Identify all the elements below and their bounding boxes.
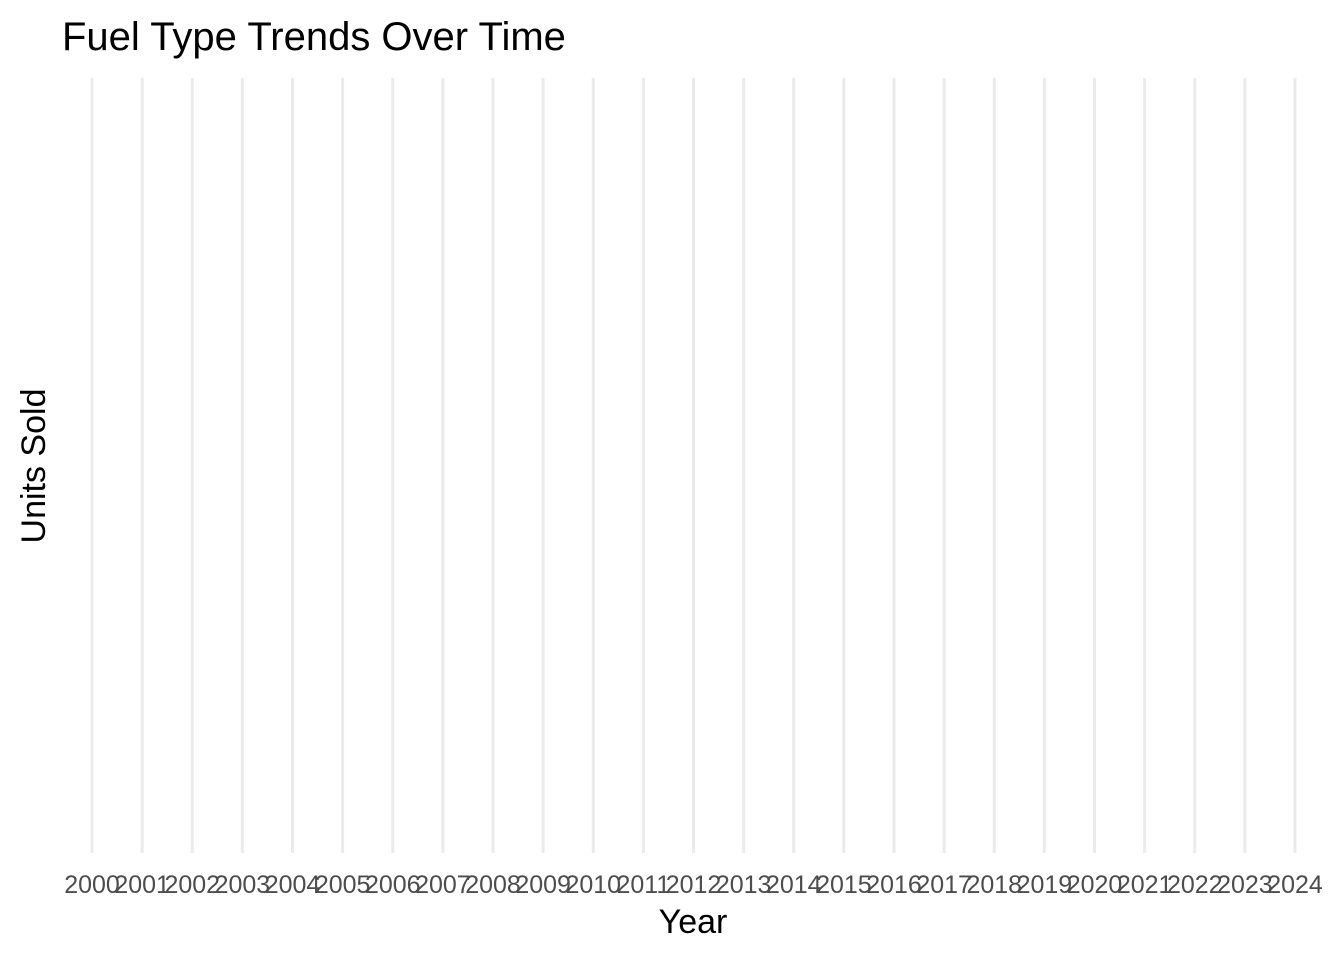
x-tick-label: 2016 xyxy=(866,871,922,899)
x-tick-label: 2015 xyxy=(816,871,872,899)
x-tick-label: 2012 xyxy=(666,871,722,899)
x-tick-label: 2013 xyxy=(716,871,772,899)
x-tick-label: 2008 xyxy=(465,871,521,899)
x-tick-labels: 2000200120022003200420052006200720082009… xyxy=(64,871,1323,899)
x-tick-label: 2023 xyxy=(1217,871,1273,899)
x-tick-label: 2021 xyxy=(1117,871,1173,899)
x-tick-label: 2019 xyxy=(1017,871,1073,899)
x-tick-label: 2007 xyxy=(415,871,471,899)
x-tick-label: 2005 xyxy=(315,871,371,899)
x-tick-label: 2009 xyxy=(515,871,571,899)
x-tick-label: 2024 xyxy=(1267,871,1323,899)
x-tick-label: 2002 xyxy=(164,871,220,899)
gridlines xyxy=(90,78,1297,853)
x-tick-label: 2017 xyxy=(916,871,972,899)
x-tick-label: 2014 xyxy=(766,871,822,899)
x-axis-label: Year xyxy=(659,903,728,941)
y-axis-label: Units Sold xyxy=(15,389,53,544)
x-tick-label: 2022 xyxy=(1167,871,1223,899)
x-tick-label: 2018 xyxy=(966,871,1022,899)
x-tick-label: 2001 xyxy=(114,871,170,899)
x-tick-label: 2003 xyxy=(215,871,271,899)
x-tick-label: 2006 xyxy=(365,871,421,899)
x-tick-label: 2011 xyxy=(616,871,670,899)
x-tick-label: 2000 xyxy=(64,871,120,899)
x-tick-label: 2004 xyxy=(265,871,321,899)
x-tick-label: 2020 xyxy=(1067,871,1123,899)
chart-title: Fuel Type Trends Over Time xyxy=(62,15,566,59)
x-tick-label: 2010 xyxy=(565,871,621,899)
